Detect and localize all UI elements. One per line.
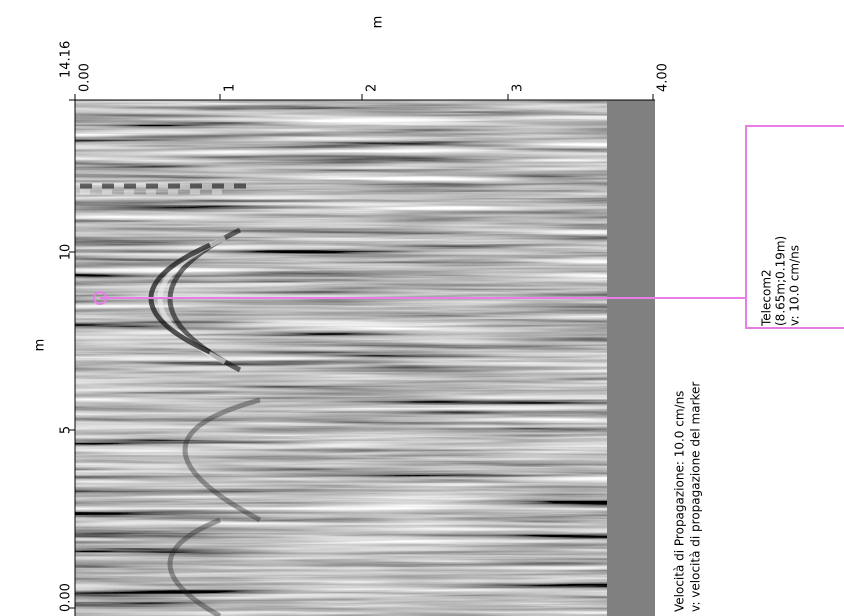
top-tick-label: 2 xyxy=(365,84,380,92)
marker-point[interactable] xyxy=(93,291,107,305)
ticks: 0.00 1 2 3 4.00 14.16 10 5 0.00 xyxy=(59,41,671,612)
left-axis-label: m xyxy=(33,339,48,352)
legend-line: v: velocità di propagazione del marker xyxy=(689,382,703,612)
left-tick-label: 10 xyxy=(59,244,74,261)
marker-velocity: v: 10.0 cm/ns xyxy=(788,245,802,326)
left-tick-label: 0.00 xyxy=(59,583,74,612)
top-tick-label: 1 xyxy=(223,84,238,92)
marker-position: (8.65m;0.19m) xyxy=(774,236,788,326)
top-tick-label: 3 xyxy=(511,84,526,92)
top-axis-label: m xyxy=(371,16,386,29)
radargram-image xyxy=(75,100,607,616)
legend-line: Velocità di Propagazione: 10.0 cm/ns xyxy=(673,391,687,612)
image-padding xyxy=(607,100,655,616)
left-tick-label: 14.16 xyxy=(59,41,74,78)
marker-name: Telecom2 xyxy=(760,269,774,327)
marker-box xyxy=(745,125,844,329)
top-tick-label: 0.00 xyxy=(78,63,93,92)
top-tick-label: 4.00 xyxy=(656,63,671,92)
left-tick-label: 5 xyxy=(59,426,74,434)
